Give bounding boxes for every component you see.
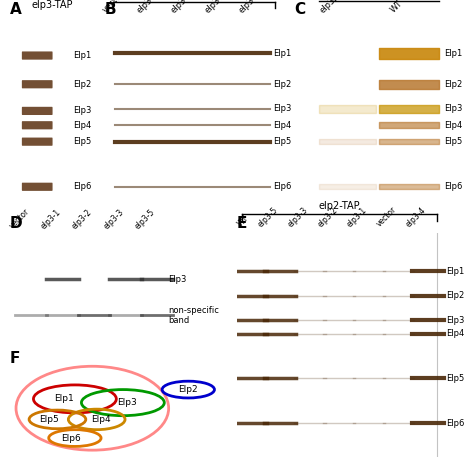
Text: Elp3: Elp3	[73, 106, 92, 116]
Text: Elp5: Elp5	[447, 374, 465, 383]
Text: WT: WT	[389, 0, 405, 14]
Text: B: B	[104, 2, 116, 17]
FancyBboxPatch shape	[22, 183, 53, 191]
Text: A: A	[9, 2, 21, 17]
Text: elp3-TAP: elp3-TAP	[31, 0, 73, 10]
Text: Elp5: Elp5	[73, 137, 92, 146]
Text: Elp1: Elp1	[444, 49, 462, 58]
Text: vector: vector	[375, 205, 399, 228]
Text: Elp6: Elp6	[444, 182, 463, 191]
Text: Elp1: Elp1	[447, 267, 465, 275]
Text: Elp6: Elp6	[73, 182, 92, 191]
FancyBboxPatch shape	[22, 51, 53, 60]
Text: D: D	[9, 216, 22, 231]
Text: WT: WT	[236, 213, 251, 228]
Text: elp3-2: elp3-2	[169, 0, 194, 14]
Text: Elp1: Elp1	[273, 49, 292, 58]
Text: Elp4: Elp4	[447, 329, 465, 338]
Text: Elp4: Elp4	[73, 121, 92, 130]
Text: elp3-3: elp3-3	[286, 205, 310, 228]
Text: vector: vector	[100, 0, 126, 14]
Text: elp3-3: elp3-3	[102, 207, 126, 231]
Text: elp3-5: elp3-5	[134, 207, 157, 231]
Text: Elp5: Elp5	[444, 137, 462, 146]
Text: Elp2: Elp2	[73, 80, 92, 89]
Text: Elp3: Elp3	[273, 104, 292, 113]
Text: Elp6: Elp6	[273, 182, 292, 191]
Text: F: F	[9, 351, 20, 366]
Text: Elp6: Elp6	[447, 418, 465, 428]
FancyBboxPatch shape	[22, 121, 53, 130]
FancyBboxPatch shape	[22, 80, 53, 89]
Text: elp3-1: elp3-1	[346, 205, 369, 228]
Text: Elp3: Elp3	[444, 104, 463, 113]
Text: C: C	[294, 2, 305, 17]
Text: elp2-TAP: elp2-TAP	[319, 201, 360, 211]
Text: Elp1: Elp1	[54, 394, 74, 404]
Text: Elp5: Elp5	[273, 137, 292, 146]
Text: elp3-5: elp3-5	[237, 0, 263, 14]
Text: Elp3: Elp3	[447, 316, 465, 325]
Text: elp3Δ: elp3Δ	[318, 0, 342, 14]
Text: Elp2: Elp2	[447, 291, 465, 300]
Text: Elp2: Elp2	[178, 385, 198, 394]
Text: Elp4: Elp4	[273, 121, 292, 130]
Text: Elp5: Elp5	[39, 415, 59, 424]
Text: Elp1: Elp1	[73, 51, 92, 60]
Text: Elp4: Elp4	[91, 415, 111, 424]
Text: elp3-3: elp3-3	[203, 0, 228, 14]
Text: Elp4: Elp4	[444, 121, 462, 130]
Text: vector: vector	[8, 207, 31, 231]
Text: E: E	[237, 216, 247, 231]
Text: elp3-4: elp3-4	[405, 205, 428, 228]
Text: non-specific
band: non-specific band	[168, 306, 219, 325]
Text: elp3-1: elp3-1	[39, 207, 63, 231]
Text: elp3-5: elp3-5	[257, 205, 280, 228]
Text: elp3-1: elp3-1	[135, 0, 160, 14]
Text: elp3-2: elp3-2	[71, 207, 94, 231]
Text: Elp3: Elp3	[168, 274, 186, 283]
FancyBboxPatch shape	[22, 137, 53, 146]
Text: elp3-2: elp3-2	[316, 205, 339, 228]
Text: Elp6: Elp6	[61, 433, 81, 443]
Text: Elp2: Elp2	[273, 80, 292, 89]
FancyBboxPatch shape	[22, 107, 53, 115]
Text: Elp3: Elp3	[118, 398, 137, 407]
Text: Elp2: Elp2	[444, 80, 462, 89]
